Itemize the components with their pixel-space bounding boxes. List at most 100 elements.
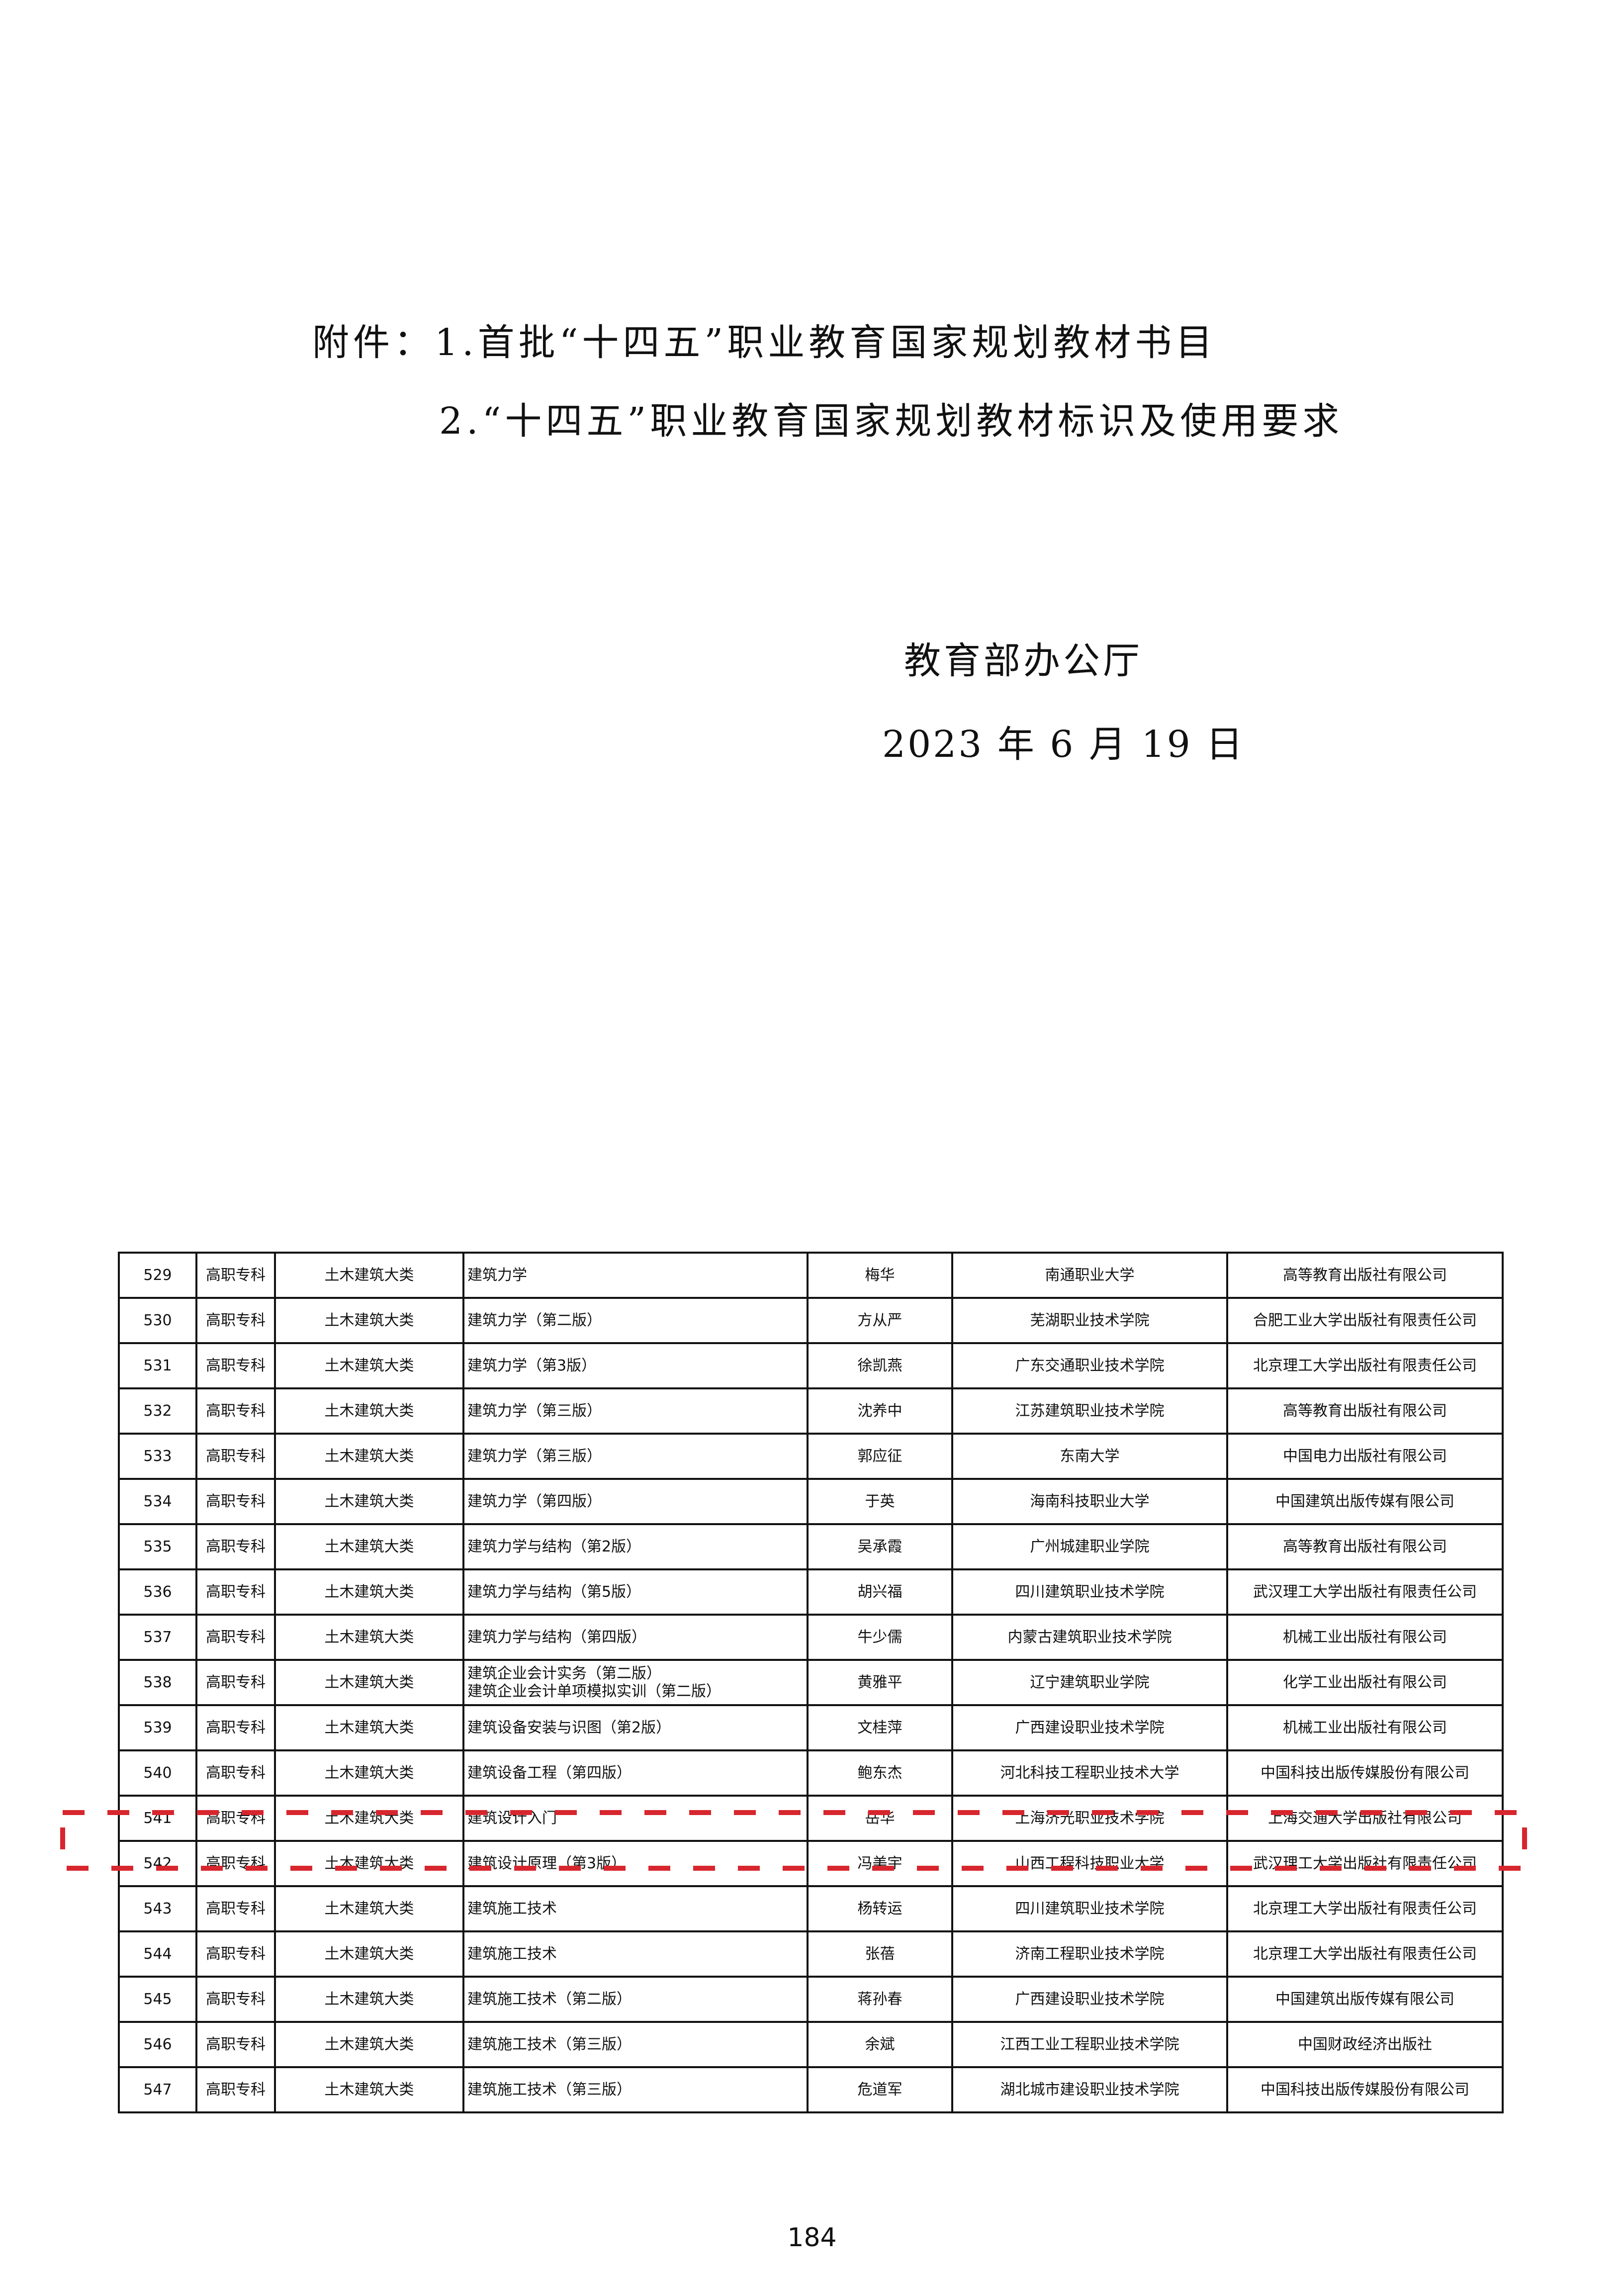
table-row: 533 高职专科 土木建筑大类 建筑力学（第三版） 郭应征 东南大学 中国电力出版社有限公司 — [118, 1433, 1504, 1480]
table-row: 547 高职专科 土木建筑大类 建筑施工技术（第三版） 危道军 湖北城市建设职业技术学院中… — [118, 2066, 1504, 2113]
row-number-cell: 534 — [118, 1478, 197, 1525]
textbook-title-cell: 建筑施工技术 — [462, 1930, 809, 1978]
title-line: 建筑企业会计单项模拟实训（第二版） — [467, 1682, 721, 1700]
table-row: 536 高职专科 土木建筑大类 建筑力学与结构（第5版） 胡兴福 四川建筑职业技术学院 武汉… — [118, 1568, 1504, 1616]
category-cell: 土木建筑大类 — [274, 1433, 464, 1480]
publisher-cell: 高等教育出版社有限公司 — [1226, 1523, 1504, 1570]
category-cell: 土木建筑大类 — [274, 1795, 464, 1842]
level-cell: 高职专科 — [195, 1342, 276, 1389]
institution-cell: 海南科技职业大学 — [951, 1478, 1228, 1525]
publisher-cell: 高等教育出版社有限公司 — [1226, 1252, 1504, 1299]
attachment-line-2: 2.“十四五”职业教育国家规划教材标识及使用要求 — [439, 400, 1344, 443]
table-row: 532 高职专科 土木建筑大类 建筑力学（第三版） 沈养中 江苏建筑职业技术学院 高等教育出… — [118, 1387, 1504, 1435]
publisher-cell: 化学工业出版社有限公司 — [1226, 1659, 1504, 1706]
textbook-title-cell: 建筑施工技术 — [462, 1885, 809, 1932]
category-cell: 土木建筑大类 — [274, 1749, 464, 1797]
publisher-cell: 中国电力出版社有限公司 — [1226, 1433, 1504, 1480]
table-row: 534 高职专科 土木建筑大类 建筑力学（第四版） 于英 海南科技职业大学 中国建筑出版传媒… — [118, 1478, 1504, 1525]
author-cell: 黄雅平 — [807, 1659, 953, 1706]
textbook-title-cell: 建筑施工技术（第三版） — [462, 2066, 809, 2113]
institution-cell: 济南工程职业技术学院 — [951, 1930, 1228, 1978]
institution-cell: 上海济光职业技术学院 — [951, 1795, 1228, 1842]
table-row: 541 高职专科 土木建筑大类 建筑设计入门 岳华 上海济光职业技术学院 上海交通大学出版社… — [118, 1795, 1504, 1842]
category-cell: 土木建筑大类 — [274, 1523, 464, 1570]
author-cell: 文桂萍 — [807, 1704, 953, 1751]
institution-cell: 四川建筑职业技术学院 — [951, 1568, 1228, 1616]
institution-cell: 山西工程科技职业大学 — [951, 1840, 1228, 1887]
publisher-cell: 中国科技出版传媒股份有限公司 — [1226, 2066, 1504, 2113]
author-cell: 杨转运 — [807, 1885, 953, 1932]
level-cell: 高职专科 — [195, 1795, 276, 1842]
category-cell: 土木建筑大类 — [274, 1342, 464, 1389]
institution-cell: 江苏建筑职业技术学院 — [951, 1387, 1228, 1435]
institution-cell: 南通职业大学 — [951, 1252, 1228, 1299]
institution-cell: 东南大学 — [951, 1433, 1228, 1480]
title-line: 建筑企业会计实务（第二版） — [467, 1664, 661, 1682]
textbook-title-cell: 建筑企业会计实务（第二版） 建筑企业会计单项模拟实训（第二版） — [462, 1659, 809, 1706]
textbook-title-cell: 建筑力学与结构（第5版） — [462, 1568, 809, 1616]
row-number-cell: 546 — [118, 2021, 197, 2068]
category-cell: 土木建筑大类 — [274, 1840, 464, 1887]
row-number-cell: 541 — [118, 1795, 197, 1842]
textbook-title-cell: 建筑设计原理（第3版） — [462, 1840, 809, 1887]
level-cell: 高职专科 — [195, 1840, 276, 1887]
row-number-cell: 543 — [118, 1885, 197, 1932]
author-cell: 梅华 — [807, 1252, 953, 1299]
institution-cell: 四川建筑职业技术学院 — [951, 1885, 1228, 1932]
publisher-cell: 高等教育出版社有限公司 — [1226, 1387, 1504, 1435]
author-cell: 胡兴福 — [807, 1568, 953, 1616]
publisher-cell: 中国科技出版传媒股份有限公司 — [1226, 1749, 1504, 1797]
table-row: 546 高职专科 土木建筑大类 建筑施工技术（第三版） 余斌 江西工业工程职业技术学院 中国… — [118, 2021, 1504, 2068]
textbook-title-cell: 建筑施工技术（第二版） — [462, 1976, 809, 2023]
level-cell: 高职专科 — [195, 1885, 276, 1932]
row-number-cell: 540 — [118, 1749, 197, 1797]
row-number-cell: 531 — [118, 1342, 197, 1389]
textbook-title-cell: 建筑力学 — [462, 1252, 809, 1299]
row-number-cell: 529 — [118, 1252, 197, 1299]
institution-cell: 芜湖职业技术学院 — [951, 1297, 1228, 1344]
category-cell: 土木建筑大类 — [274, 1976, 464, 2023]
row-number-cell: 547 — [118, 2066, 197, 2113]
row-number-cell: 538 — [118, 1659, 197, 1706]
publisher-cell: 北京理工大学出版社有限责任公司 — [1226, 1342, 1504, 1389]
table-row: 543 高职专科 土木建筑大类 建筑施工技术 杨转运 四川建筑职业技术学院 北京理工大学出版… — [118, 1885, 1504, 1932]
category-cell: 土木建筑大类 — [274, 1297, 464, 1344]
table-row: 535 高职专科 土木建筑大类 建筑力学与结构（第2版） 吴承霞 广州城建职业学院 高等教育… — [118, 1523, 1504, 1570]
author-cell: 吴承霞 — [807, 1523, 953, 1570]
author-cell: 方从严 — [807, 1297, 953, 1344]
row-number-cell: 533 — [118, 1433, 197, 1480]
category-cell: 土木建筑大类 — [274, 1614, 464, 1661]
level-cell: 高职专科 — [195, 1387, 276, 1435]
level-cell: 高职专科 — [195, 1614, 276, 1661]
table-row: 538 高职专科 土木建筑大类 建筑企业会计实务（第二版） 建筑企业会计单项模拟实训（第… — [118, 1659, 1504, 1706]
table-row: 530 高职专科 土木建筑大类 建筑力学（第二版） 方从严 芜湖职业技术学院 合肥工业大学出… — [118, 1297, 1504, 1344]
author-cell: 郭应征 — [807, 1433, 953, 1480]
level-cell: 高职专科 — [195, 1749, 276, 1797]
level-cell: 高职专科 — [195, 1568, 276, 1616]
textbook-table: 529 高职专科 土木建筑大类 建筑力学 梅华 南通职业大学 高等教育出版社有限公司 530 高… — [118, 1252, 1504, 2113]
textbook-title-cell: 建筑力学（第四版） — [462, 1478, 809, 1525]
institution-cell: 内蒙古建筑职业技术学院 — [951, 1614, 1228, 1661]
publisher-cell: 武汉理工大学出版社有限责任公司 — [1226, 1568, 1504, 1616]
level-cell: 高职专科 — [195, 2021, 276, 2068]
row-number-cell: 537 — [118, 1614, 197, 1661]
author-cell: 沈养中 — [807, 1387, 953, 1435]
issuer: 教育部办公厅 — [904, 639, 1143, 682]
category-cell: 土木建筑大类 — [274, 1659, 464, 1706]
level-cell: 高职专科 — [195, 1252, 276, 1299]
publisher-cell: 合肥工业大学出版社有限责任公司 — [1226, 1297, 1504, 1344]
level-cell: 高职专科 — [195, 1976, 276, 2023]
textbook-title-cell: 建筑力学（第3版） — [462, 1342, 809, 1389]
textbook-title-cell: 建筑设备安装与识图（第2版） — [462, 1704, 809, 1751]
publisher-cell: 上海交通大学出版社有限公司 — [1226, 1795, 1504, 1842]
page-number: 184 — [787, 2223, 837, 2253]
row-number-cell: 545 — [118, 1976, 197, 2023]
author-cell: 鲍东杰 — [807, 1749, 953, 1797]
category-cell: 土木建筑大类 — [274, 2066, 464, 2113]
row-number-cell: 535 — [118, 1523, 197, 1570]
row-number-cell: 532 — [118, 1387, 197, 1435]
category-cell: 土木建筑大类 — [274, 1252, 464, 1299]
textbook-title-cell: 建筑力学（第二版） — [462, 1297, 809, 1344]
author-cell: 于英 — [807, 1478, 953, 1525]
table-row: 539 高职专科 土木建筑大类 建筑设备安装与识图（第2版） 文桂萍 广西建设职业技术学院… — [118, 1704, 1504, 1751]
